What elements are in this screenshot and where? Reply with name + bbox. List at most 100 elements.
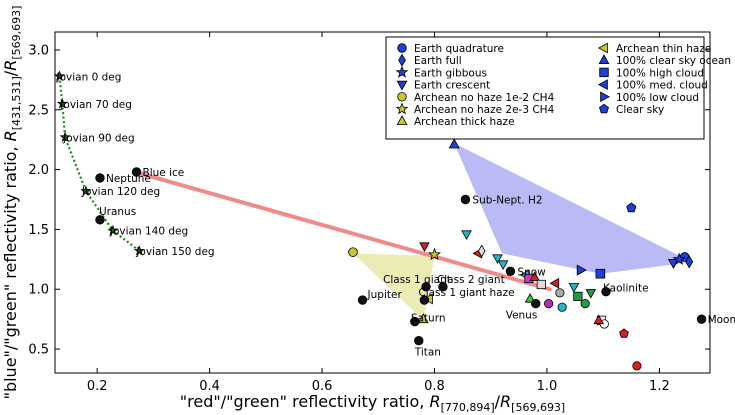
jovian-point [107, 224, 119, 236]
comparison-point [497, 260, 509, 271]
legend-label: Clear sky [616, 104, 664, 116]
comparison-point [419, 242, 430, 253]
archean-region [353, 253, 435, 321]
blue-ice-trend-line [137, 171, 552, 292]
body-point [601, 286, 611, 297]
axis-ticks: 0.2 0.4 0.6 0.8 1.0 1.2 0.5 1.0 1.5 2.0 2.5 3.0 [28, 32, 710, 394]
legend-label: Archean no haze 1e-2 CH4 [414, 92, 555, 104]
point-label: Class 1 giant [383, 274, 451, 286]
jovian-point [56, 97, 68, 109]
body-point [419, 295, 430, 305]
comparison-point [549, 277, 560, 289]
y-tick-label: 3.0 [28, 43, 49, 58]
point-annotations: Jovian 0 deg Jovian 70 deg Jovian 90 deg Jo… [55, 71, 735, 358]
earth-point [576, 264, 587, 276]
legend-marker [600, 91, 611, 103]
point-label: Neptune [106, 173, 151, 185]
comparison-point [619, 328, 629, 338]
legend-label: Earth quadrature [414, 43, 504, 55]
body-point [357, 295, 368, 305]
point-label: Jovian 140 deg [109, 226, 188, 238]
body-point [410, 316, 420, 327]
comparison-point [573, 291, 583, 302]
legend-marker [396, 115, 408, 125]
comparison-point [580, 299, 590, 309]
legend-label: Archean no haze 2e-3 CH4 [414, 104, 555, 116]
comparison-point [557, 302, 567, 312]
x-tick-label: 1.2 [649, 379, 670, 394]
legend-label: Earth crescent [414, 80, 490, 92]
legend-label: Earth full [414, 55, 462, 67]
shaded-regions [353, 143, 691, 321]
y-tick-label: 1.5 [28, 223, 49, 238]
jovian-point [53, 70, 65, 82]
body-point [438, 282, 448, 292]
comparison-point [555, 288, 565, 298]
comparison-point [529, 271, 540, 282]
legend-marker [599, 67, 609, 78]
legend-marker [599, 103, 609, 114]
point-label: Kaolinite [603, 283, 649, 295]
point-label: Uranus [99, 206, 136, 218]
earth-point [672, 252, 686, 265]
comparison-point [593, 314, 604, 325]
body-point [421, 282, 431, 292]
comparison-point [461, 230, 472, 241]
x-tick-label: 1.0 [537, 379, 558, 394]
y-tick-label: 2.5 [28, 103, 49, 118]
body-point [531, 298, 541, 309]
legend-label: Archean thick haze [414, 116, 515, 128]
legend-marker [395, 65, 409, 78]
body-point [414, 335, 424, 346]
data-points [53, 70, 707, 371]
point-label: Jupiter [367, 289, 403, 301]
legend-marker [598, 54, 610, 64]
legend-label: 100% clear sky ocean [616, 55, 731, 67]
point-label: Jovian 70 deg [59, 99, 132, 111]
archean-point [428, 247, 441, 261]
legend-label: 100% med. cloud [616, 80, 708, 92]
y-tick-label: 2.0 [28, 163, 49, 178]
legend-marker [396, 80, 408, 91]
y-tick-label: 1.0 [28, 283, 49, 298]
body-point [95, 215, 105, 225]
point-label: Snow [517, 266, 546, 278]
earth-point [595, 268, 606, 279]
point-label: Jovian 120 deg [81, 186, 160, 198]
legend-label: Earth gibbous [414, 67, 487, 79]
legend-label: 100% high cloud [616, 67, 704, 79]
point-label: Sub-Nept. H2 [472, 195, 542, 207]
legend-marker [395, 102, 409, 115]
body-point [460, 194, 471, 205]
y-tick-label: 0.5 [28, 343, 49, 358]
point-label: Moon [708, 314, 735, 326]
point-label: Jovian 0 deg [55, 71, 121, 83]
comparison-point [477, 244, 486, 258]
body-point [131, 167, 142, 177]
comparison-point [568, 283, 580, 293]
comparison-point [585, 289, 597, 299]
x-axis-label: "red"/"green" reflectivity ratio, R[770,… [180, 392, 565, 414]
x-tick-label: 0.8 [424, 379, 445, 394]
point-label: Class 1 giant haze [418, 287, 514, 299]
point-label: Class 2 giant [437, 274, 505, 286]
comparison-point [536, 279, 546, 290]
point-label: Saturn [411, 313, 446, 325]
earth-point [448, 138, 460, 149]
comparison-point [524, 292, 536, 303]
jovian-point [133, 245, 145, 256]
earth-point [685, 255, 694, 269]
legend-label: 100% low cloud [616, 92, 699, 104]
archean-point [417, 313, 429, 324]
legend-marker [397, 92, 407, 102]
x-tick-label: 0.6 [312, 379, 333, 394]
ocean-cloud-region [454, 143, 691, 274]
plot-frame [54, 31, 711, 374]
comparison-point [544, 299, 554, 309]
x-tick-label: 0.4 [199, 379, 220, 394]
y-axis-label: "blue"/"green" reflectivity ratio, R[431… [1, 6, 23, 400]
earth-point [626, 202, 637, 213]
x-tick-label: 0.2 [87, 379, 108, 394]
